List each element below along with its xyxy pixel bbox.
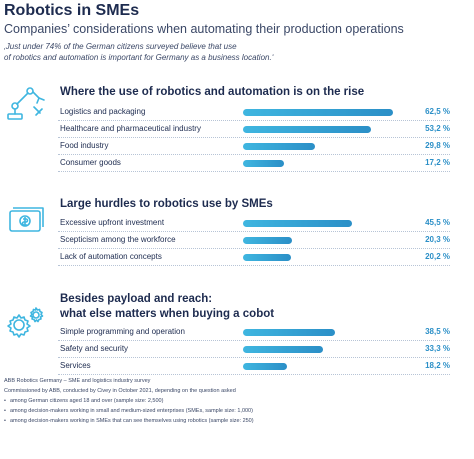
bar-row: Simple programming and operation 38,5 %	[0, 326, 474, 342]
bar-row: Lack of automation concepts 20,2 %	[0, 251, 474, 267]
category-label: Services	[60, 361, 91, 370]
row-divider	[58, 248, 450, 249]
bar-track	[243, 109, 411, 116]
bar	[243, 254, 292, 261]
quote: ‚Just under 74% of the German citizens s…	[4, 41, 324, 63]
section-title-line-1: Besides payload and reach:	[60, 293, 213, 305]
bar	[243, 329, 336, 336]
value-label: 33,3 %	[425, 344, 450, 353]
value-label: 18,2 %	[425, 361, 450, 370]
section-title-line-2: what else matters when buying a cobot	[60, 308, 275, 320]
gears-icon	[7, 307, 44, 338]
value-label: 45,5 %	[425, 218, 450, 227]
row-divider	[58, 357, 450, 358]
category-label: Safety and security	[60, 344, 129, 353]
category-label: Logistics and packaging	[60, 107, 146, 116]
row-divider	[58, 374, 450, 375]
bar-track	[243, 143, 411, 150]
value-label: 38,5 %	[425, 327, 450, 336]
category-label: Food industry	[60, 141, 109, 150]
category-label: Lack of automation concepts	[60, 252, 162, 261]
bar	[243, 126, 371, 133]
bar	[243, 220, 353, 227]
page-title: Robotics in SMEs	[4, 2, 140, 19]
row-divider	[58, 120, 450, 121]
footer-line-1: ABB Robotics Germany – SME and logistics…	[4, 378, 151, 384]
bar-row: Logistics and packaging 62,5 %	[0, 106, 474, 122]
bar-row: Services 18,2 %	[0, 360, 474, 376]
section-cobot: Besides payload and reach: what else mat…	[0, 292, 474, 377]
bar	[243, 143, 315, 150]
row-divider	[58, 231, 450, 232]
bar-track	[243, 329, 411, 336]
bar-row: Scepticism among the workforce 20,3 %	[0, 234, 474, 250]
footer-bullet: among German citizens aged 18 and over (…	[4, 396, 470, 406]
section-title: Where the use of robotics and automation…	[60, 86, 365, 98]
robot-arm-icon	[7, 87, 45, 120]
bar-track	[243, 346, 411, 353]
category-label: Excessive upfront investment	[60, 218, 165, 227]
value-label: 20,3 %	[425, 235, 450, 244]
category-label: Scepticism among the workforce	[60, 235, 176, 244]
bar-row: Healthcare and pharmaceutical industry 53…	[0, 123, 474, 139]
quote-line-1: ‚Just under 74% of the German citizens s…	[4, 42, 237, 51]
section-hurdles: Large hurdles to robotics use by SMEs Ex…	[0, 197, 474, 272]
section-title: Large hurdles to robotics use by SMEs	[60, 198, 273, 210]
section-title: Besides payload and reach: what else mat…	[60, 292, 274, 322]
value-label: 29,8 %	[425, 141, 450, 150]
footer-bullet: among decision-makers working in SMEs th…	[4, 416, 470, 426]
page-subtitle: Companies’ considerations when automatin…	[4, 22, 404, 36]
quote-line-2: of robotics and automation is important …	[4, 53, 274, 62]
section-rise: Where the use of robotics and automation…	[0, 85, 474, 180]
row-divider	[58, 137, 450, 138]
footer-line-2: Commissioned by ABB, conducted by Civey …	[4, 388, 236, 394]
category-label: Simple programming and operation	[60, 327, 185, 336]
bar	[243, 109, 393, 116]
bar-row: Food industry 29,8 %	[0, 140, 474, 156]
value-label: 53,2 %	[425, 124, 450, 133]
bar	[243, 346, 323, 353]
footer-bullet: among decision-makers working in small a…	[4, 406, 470, 416]
bar	[243, 363, 287, 370]
bar-track	[243, 126, 411, 133]
bar-track	[243, 220, 411, 227]
row-divider	[58, 171, 450, 172]
category-label: Healthcare and pharmaceutical industry	[60, 124, 201, 133]
bar-track	[243, 237, 411, 244]
value-label: 17,2 %	[425, 158, 450, 167]
bar-row: Consumer goods 17,2 %	[0, 157, 474, 173]
value-label: 62,5 %	[425, 107, 450, 116]
category-label: Consumer goods	[60, 158, 121, 167]
row-divider	[58, 265, 450, 266]
money-icon	[9, 207, 44, 232]
bar-row: Safety and security 33,3 %	[0, 343, 474, 359]
footer-notes: ABB Robotics Germany – SME and logistics…	[4, 376, 470, 426]
bar-track	[243, 363, 411, 370]
bar-row: Excessive upfront investment 45,5 %	[0, 217, 474, 233]
footer-bullets: among German citizens aged 18 and over (…	[4, 396, 470, 426]
bar	[243, 160, 285, 167]
bar-track	[243, 160, 411, 167]
bar	[243, 237, 292, 244]
bar-track	[243, 254, 411, 261]
row-divider	[58, 340, 450, 341]
value-label: 20,2 %	[425, 252, 450, 261]
row-divider	[58, 154, 450, 155]
